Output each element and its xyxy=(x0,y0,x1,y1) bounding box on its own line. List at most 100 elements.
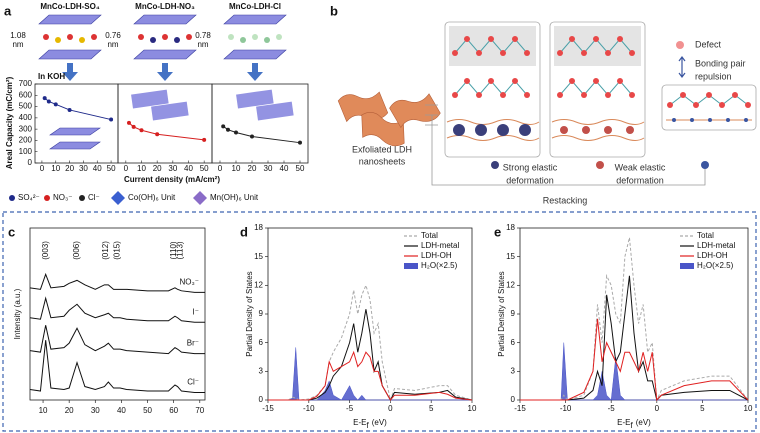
atom xyxy=(629,50,635,56)
data-line xyxy=(29,296,205,323)
x-tick-label: 40 xyxy=(93,164,102,173)
data-line xyxy=(222,125,301,144)
structure-block xyxy=(236,89,274,109)
panel-label: b xyxy=(330,3,338,18)
box-shade xyxy=(554,26,641,66)
legend-label: H₂O(×2.5) xyxy=(697,261,734,270)
structure-block xyxy=(256,101,294,121)
y-axis-label: Areal Capacity (mC/cm²) xyxy=(5,76,14,169)
data-line xyxy=(29,325,205,355)
atom xyxy=(569,78,575,84)
y-tick-label: 6 xyxy=(259,338,264,347)
diagram-text: deformation xyxy=(616,175,664,185)
data-point xyxy=(126,120,131,125)
data-point xyxy=(46,99,51,104)
atom xyxy=(464,36,470,42)
ion xyxy=(138,34,144,40)
intercalant xyxy=(453,124,465,136)
y-tick-label: 15 xyxy=(506,252,515,261)
intercalant xyxy=(626,126,634,134)
intercalant xyxy=(744,118,748,122)
atom xyxy=(488,78,494,84)
x-tick-label: 20 xyxy=(153,164,162,173)
data-point xyxy=(53,102,58,107)
atom xyxy=(693,102,699,108)
marker-ball xyxy=(701,161,709,169)
y-tick-label: 200 xyxy=(19,136,33,145)
layer xyxy=(446,119,540,125)
atom xyxy=(557,92,563,98)
structure-block xyxy=(131,89,169,109)
x-tick-label: 30 xyxy=(91,406,100,415)
atom xyxy=(452,50,458,56)
structure-name: MnCo-LDH-Cl xyxy=(229,2,281,11)
diagram-text: Weak elastic xyxy=(615,162,666,172)
series-label: Cl⁻ xyxy=(187,378,199,387)
atom xyxy=(464,78,470,84)
atom xyxy=(629,92,635,98)
data-line xyxy=(44,97,112,121)
y-tick-label: 0 xyxy=(511,395,516,404)
connector xyxy=(425,104,706,186)
legend-label: LDH-OH xyxy=(421,251,452,260)
x-tick-label: 0 xyxy=(388,404,393,413)
box xyxy=(549,21,646,158)
data-point xyxy=(139,128,144,133)
x-tick-label: 0 xyxy=(655,404,660,413)
atom xyxy=(719,102,725,108)
ion xyxy=(67,34,73,40)
x-tick-label: 0 xyxy=(40,164,45,173)
intercalant xyxy=(726,118,730,122)
x-tick-label: -15 xyxy=(514,404,526,413)
peak-label: (012) xyxy=(101,241,110,260)
spacing-label: 0.78 xyxy=(195,31,211,40)
intercalant xyxy=(519,124,531,136)
marker-ball xyxy=(596,161,604,169)
data-point xyxy=(42,96,47,101)
spacing-label: 0.76 xyxy=(105,31,121,40)
x-tick-label: 0 xyxy=(124,164,129,173)
legend-label: NO₃⁻ xyxy=(53,193,72,202)
atom xyxy=(569,36,575,42)
x-tick-label: 50 xyxy=(143,406,152,415)
legend-label: Total xyxy=(697,231,714,240)
layer xyxy=(446,135,540,141)
arrow xyxy=(247,72,263,81)
y-tick-label: 6 xyxy=(511,338,516,347)
ion xyxy=(264,37,270,43)
intercalant xyxy=(708,118,712,122)
box xyxy=(661,84,757,131)
legend-symbol xyxy=(193,191,207,205)
x-tick-label: 0 xyxy=(218,164,223,173)
structure-slab xyxy=(38,14,102,25)
ion xyxy=(276,34,282,40)
peak-label: (006) xyxy=(72,241,81,260)
y-tick-label: 300 xyxy=(19,124,33,133)
y-tick-label: 3 xyxy=(259,366,264,375)
nanosheet xyxy=(361,112,405,147)
structure-slab xyxy=(133,49,197,60)
atom xyxy=(488,36,494,42)
diagram-text: Restacking xyxy=(543,195,588,205)
ion xyxy=(174,37,180,43)
panel-label: e xyxy=(494,224,501,239)
spacing-unit: nm xyxy=(12,40,23,49)
plot-frame xyxy=(211,83,309,164)
intercalant xyxy=(690,118,694,122)
data-line xyxy=(268,350,473,401)
y-axis-label: Intensity (a.u.) xyxy=(13,288,22,339)
legend-arrow xyxy=(678,56,686,78)
legend-label: Mn(OH)₆ Unit xyxy=(210,193,259,202)
atom xyxy=(605,50,611,56)
y-tick-label: 600 xyxy=(19,90,33,99)
legend-symbol xyxy=(9,195,15,201)
x-tick-label: -15 xyxy=(262,404,274,413)
atom xyxy=(452,92,458,98)
x-tick-label: 20 xyxy=(65,164,74,173)
structure-slab xyxy=(223,14,287,25)
peak-label: (003) xyxy=(41,241,50,260)
legend-symbol xyxy=(111,191,125,205)
ion xyxy=(150,37,156,43)
legend-label: Cl⁻ xyxy=(88,193,100,202)
x-tick-label: 10 xyxy=(468,404,477,413)
